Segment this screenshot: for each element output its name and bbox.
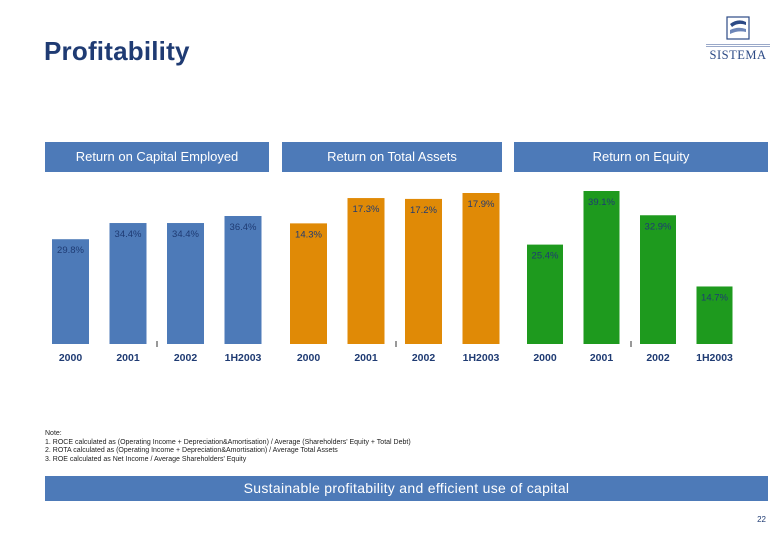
- note-line: 1. ROCE calculated as (Operating Income …: [45, 438, 411, 446]
- rota-bar: [462, 193, 500, 344]
- roce-value-label: 29.8%: [57, 245, 84, 256]
- roce-header: Return on Capital Employed: [45, 142, 269, 172]
- roce-bar: [109, 223, 147, 344]
- roce-value-label: 36.4%: [230, 222, 257, 233]
- rota-category-label: 1H2003: [463, 352, 500, 364]
- roe-category-label: 2000: [533, 352, 557, 364]
- rota-value-label: 17.9%: [468, 199, 495, 210]
- logo-divider: [706, 44, 770, 47]
- rota-category-label: 2002: [412, 352, 436, 364]
- note-line: 2. ROTA calculated as (Operating Income …: [45, 447, 338, 455]
- roe-category-label: 2001: [590, 352, 614, 364]
- logo-icon: [726, 16, 750, 40]
- notes-heading: Note:: [45, 430, 62, 437]
- page-number: 22: [757, 515, 766, 524]
- rota-bar: [290, 223, 327, 344]
- roe-bar: [696, 286, 733, 344]
- rota-value-label: 14.3%: [295, 229, 322, 240]
- roe-category-label: 1H2003: [696, 352, 733, 364]
- roce-category-label: 2002: [174, 352, 198, 364]
- rota-value-label: 17.2%: [410, 205, 437, 216]
- roe-bar: [640, 215, 676, 344]
- roe-value-label: 14.7%: [701, 292, 728, 303]
- roce-bar: [52, 239, 89, 344]
- roe-value-label: 32.9%: [645, 221, 672, 232]
- notes: Note: 1. ROCE calculated as (Operating I…: [45, 430, 411, 464]
- roe-value-label: 25.4%: [532, 251, 559, 262]
- page-title: Profitability: [44, 36, 190, 66]
- roe-bar: [527, 244, 563, 344]
- roce-category-label: 1H2003: [225, 352, 262, 364]
- roce-value-label: 34.4%: [172, 229, 199, 240]
- logo-text: SISTEMA: [709, 48, 767, 62]
- profitability-charts: 29.8% 2000 34.4% 2001 34.4% 2002 36.4% 1H2003 14…: [52, 191, 733, 364]
- summary-banner: Sustainable profitability and efficient …: [45, 476, 768, 501]
- roe-bar: [583, 191, 620, 344]
- roce-bar: [167, 223, 204, 344]
- roe-value-label: 39.1%: [588, 197, 615, 208]
- rota-category-label: 2001: [354, 352, 378, 364]
- roe-header: Return on Equity: [514, 142, 768, 172]
- roce-category-label: 2000: [59, 352, 83, 364]
- roe-category-label: 2002: [646, 352, 670, 364]
- note-line: 3. ROE calculated as Net Income / Averag…: [45, 455, 247, 463]
- rota-header: Return on Total Assets: [282, 142, 502, 172]
- roce-category-label: 2001: [116, 352, 140, 364]
- company-logo: SISTEMA: [706, 14, 770, 64]
- rota-bar: [405, 198, 442, 344]
- rota-value-label: 17.3%: [353, 204, 380, 215]
- roce-bar: [224, 216, 262, 344]
- rota-category-label: 2000: [297, 352, 321, 364]
- roce-value-label: 34.4%: [115, 229, 142, 240]
- rota-bar: [347, 198, 385, 344]
